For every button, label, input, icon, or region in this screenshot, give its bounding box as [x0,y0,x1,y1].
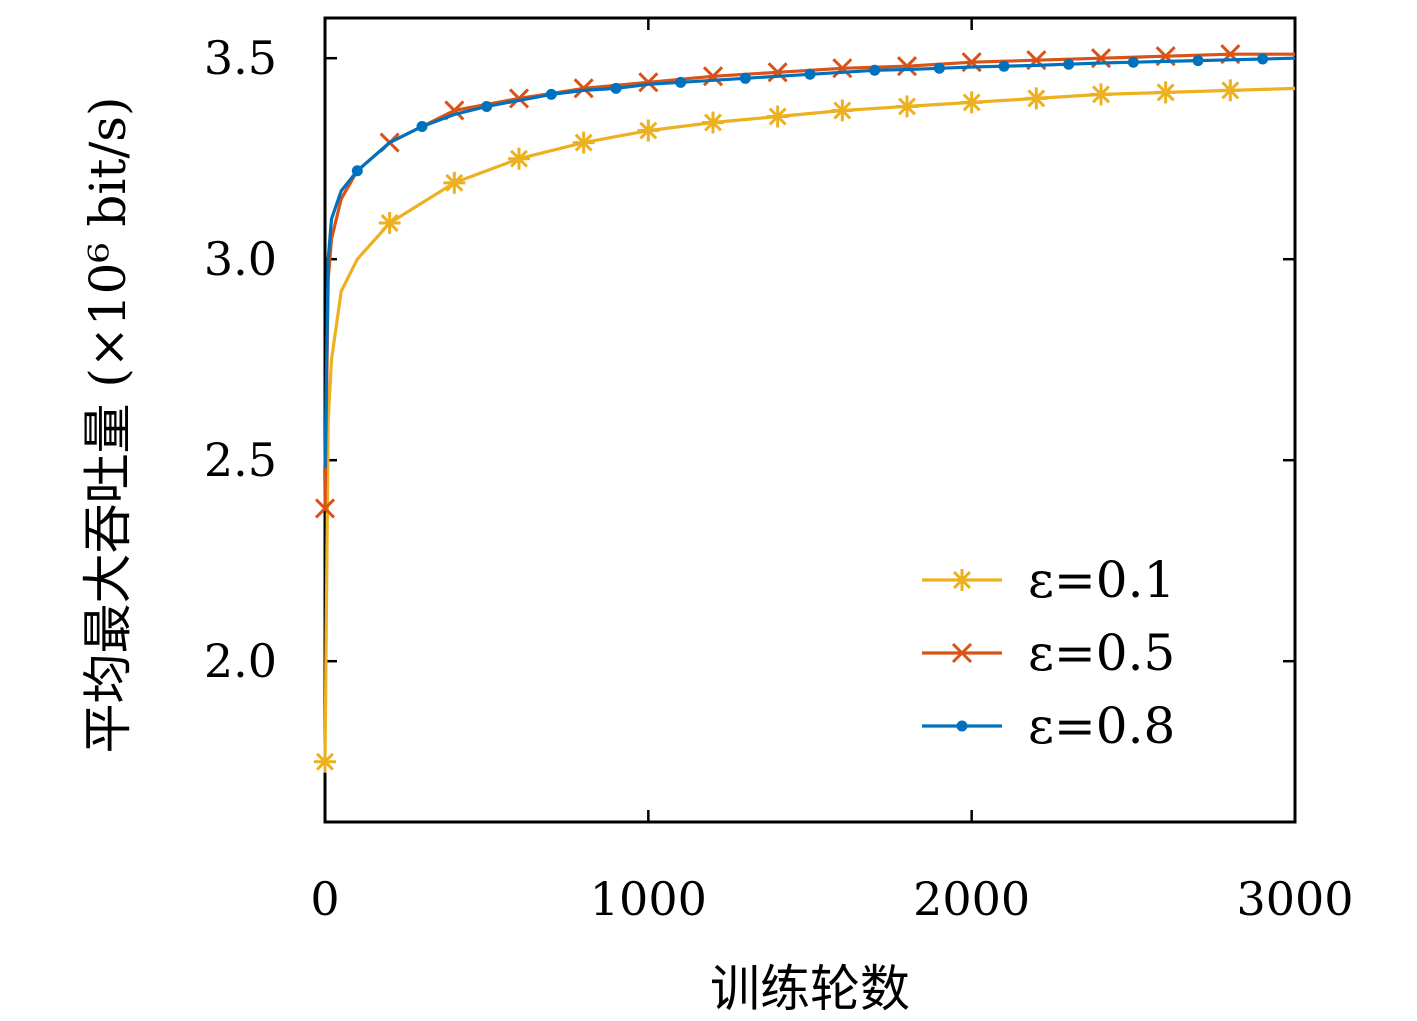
x-tick-label: 0 [310,872,339,926]
dot-marker [804,68,816,80]
legend-label: ε=0.1 [1028,551,1175,609]
dot-marker [545,88,557,100]
asterisk-marker [378,212,401,235]
legend-label: ε=0.8 [1028,697,1175,755]
legend-label: ε=0.5 [1028,624,1175,682]
dot-marker [998,60,1010,72]
dot-marker [956,720,968,732]
dot-marker [1127,56,1139,68]
dot-marker [869,64,881,76]
dot-marker [1063,58,1075,70]
asterisk-marker [951,569,973,591]
asterisk-marker [1025,87,1048,110]
x-tick-label: 3000 [1236,872,1353,926]
x-tick-label: 2000 [913,872,1030,926]
dot-marker [739,72,751,84]
asterisk-marker [1090,83,1112,106]
y-tick-label: 2.5 [204,433,277,487]
x-tick-label: 1000 [590,872,707,926]
asterisk-marker [896,95,918,118]
dot-marker [481,100,493,112]
y-axis-title: 平均最大吞吐量 (×10⁶ bit/s) [79,97,137,754]
x-axis-title: 训练轮数 [710,960,910,1018]
y-tick-label: 2.0 [204,634,277,688]
asterisk-marker [702,111,724,134]
asterisk-marker [1219,79,1242,102]
axes: 0 1000 2000 3000 2.0 2.5 3.0 3.5 [204,16,1354,926]
asterisk-marker [508,147,530,170]
x-marker [508,88,530,109]
series-line [323,56,1296,469]
asterisk-marker [572,131,595,154]
asterisk-marker [831,99,854,122]
x-marker [951,642,973,664]
dot-marker [1257,53,1269,65]
legend: ε=0.1 ε=0.5 ε=0.8 [922,551,1175,755]
dot-marker [416,121,428,133]
y-tick-label: 3.5 [204,31,277,85]
series-layer [314,44,1296,773]
series-1 [314,79,1296,773]
asterisk-marker [637,119,660,142]
asterisk-marker [443,171,466,194]
dot-marker [610,82,622,94]
legend-item: ε=0.5 [922,624,1175,682]
series-2 [314,44,1295,519]
dot-marker [933,62,945,74]
asterisk-marker [766,105,789,128]
x-marker [573,78,594,99]
x-marker [896,56,918,77]
x-marker [314,498,336,519]
asterisk-marker [1154,81,1177,104]
asterisk-marker [960,91,983,114]
dot-marker [1192,55,1204,67]
x-marker [638,72,659,93]
legend-item: ε=0.1 [922,551,1175,609]
x-marker [702,66,724,87]
asterisk-marker [314,750,336,773]
series-line [323,52,1295,509]
dot-marker [675,76,687,88]
y-tick-label: 3.0 [204,232,277,286]
series-3 [323,53,1296,469]
dot-marker [351,165,363,177]
legend-item: ε=0.8 [922,697,1175,755]
